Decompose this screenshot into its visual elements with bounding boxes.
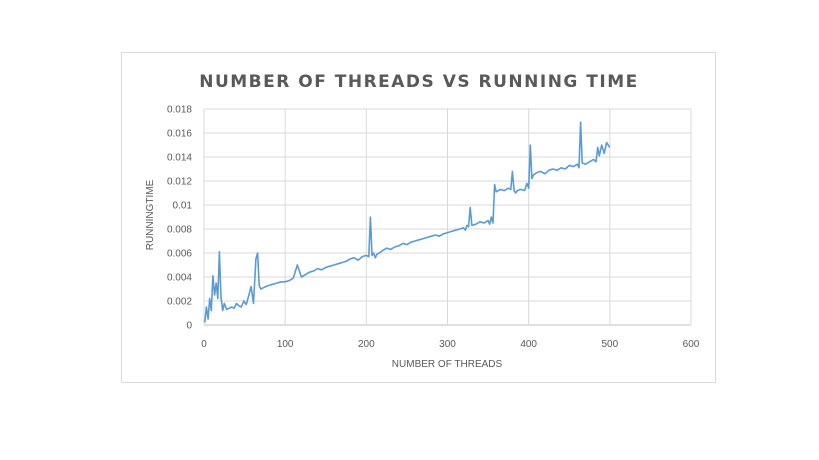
x-tick-label: 200 [358, 339, 375, 350]
y-tick-label: 0.008 [167, 225, 192, 236]
chart-title: NUMBER OF THREADS VS RUNNING TIME [199, 72, 639, 92]
y-tick-label: 0.002 [167, 297, 192, 308]
chart-area: NUMBER OF THREADS VS RUNNING TIME 0 0.002… [121, 52, 716, 383]
line-chart: NUMBER OF THREADS VS RUNNING TIME 0 0.002… [145, 72, 700, 370]
y-axis-ticks: 0 0.002 0.004 0.006 0.008 0.01 0.012 0.014 0.016… [167, 105, 192, 332]
y-tick-label: 0 [186, 321, 192, 332]
y-axis-label: RUNNINGTIME [145, 179, 156, 250]
x-tick-label: 600 [683, 339, 700, 350]
series-line [204, 121, 611, 323]
y-tick-label: 0.014 [167, 153, 192, 164]
y-tick-label: 0.012 [167, 177, 192, 188]
x-tick-label: 400 [520, 339, 537, 350]
x-axis-ticks: 0 100 200 300 400 500 600 [201, 339, 700, 350]
x-tick-label: 300 [439, 339, 456, 350]
gridlines [203, 108, 692, 326]
y-tick-label: 0.004 [167, 273, 192, 284]
series-layer [204, 121, 611, 323]
y-tick-label: 0.018 [167, 105, 192, 116]
y-tick-label: 0.01 [173, 201, 193, 212]
y-tick-label: 0.016 [167, 129, 192, 140]
x-tick-label: 0 [201, 339, 207, 350]
y-tick-label: 0.006 [167, 249, 192, 260]
x-tick-label: 500 [601, 339, 618, 350]
x-tick-label: 100 [277, 339, 294, 350]
x-axis-label: NUMBER OF THREADS [392, 359, 503, 370]
